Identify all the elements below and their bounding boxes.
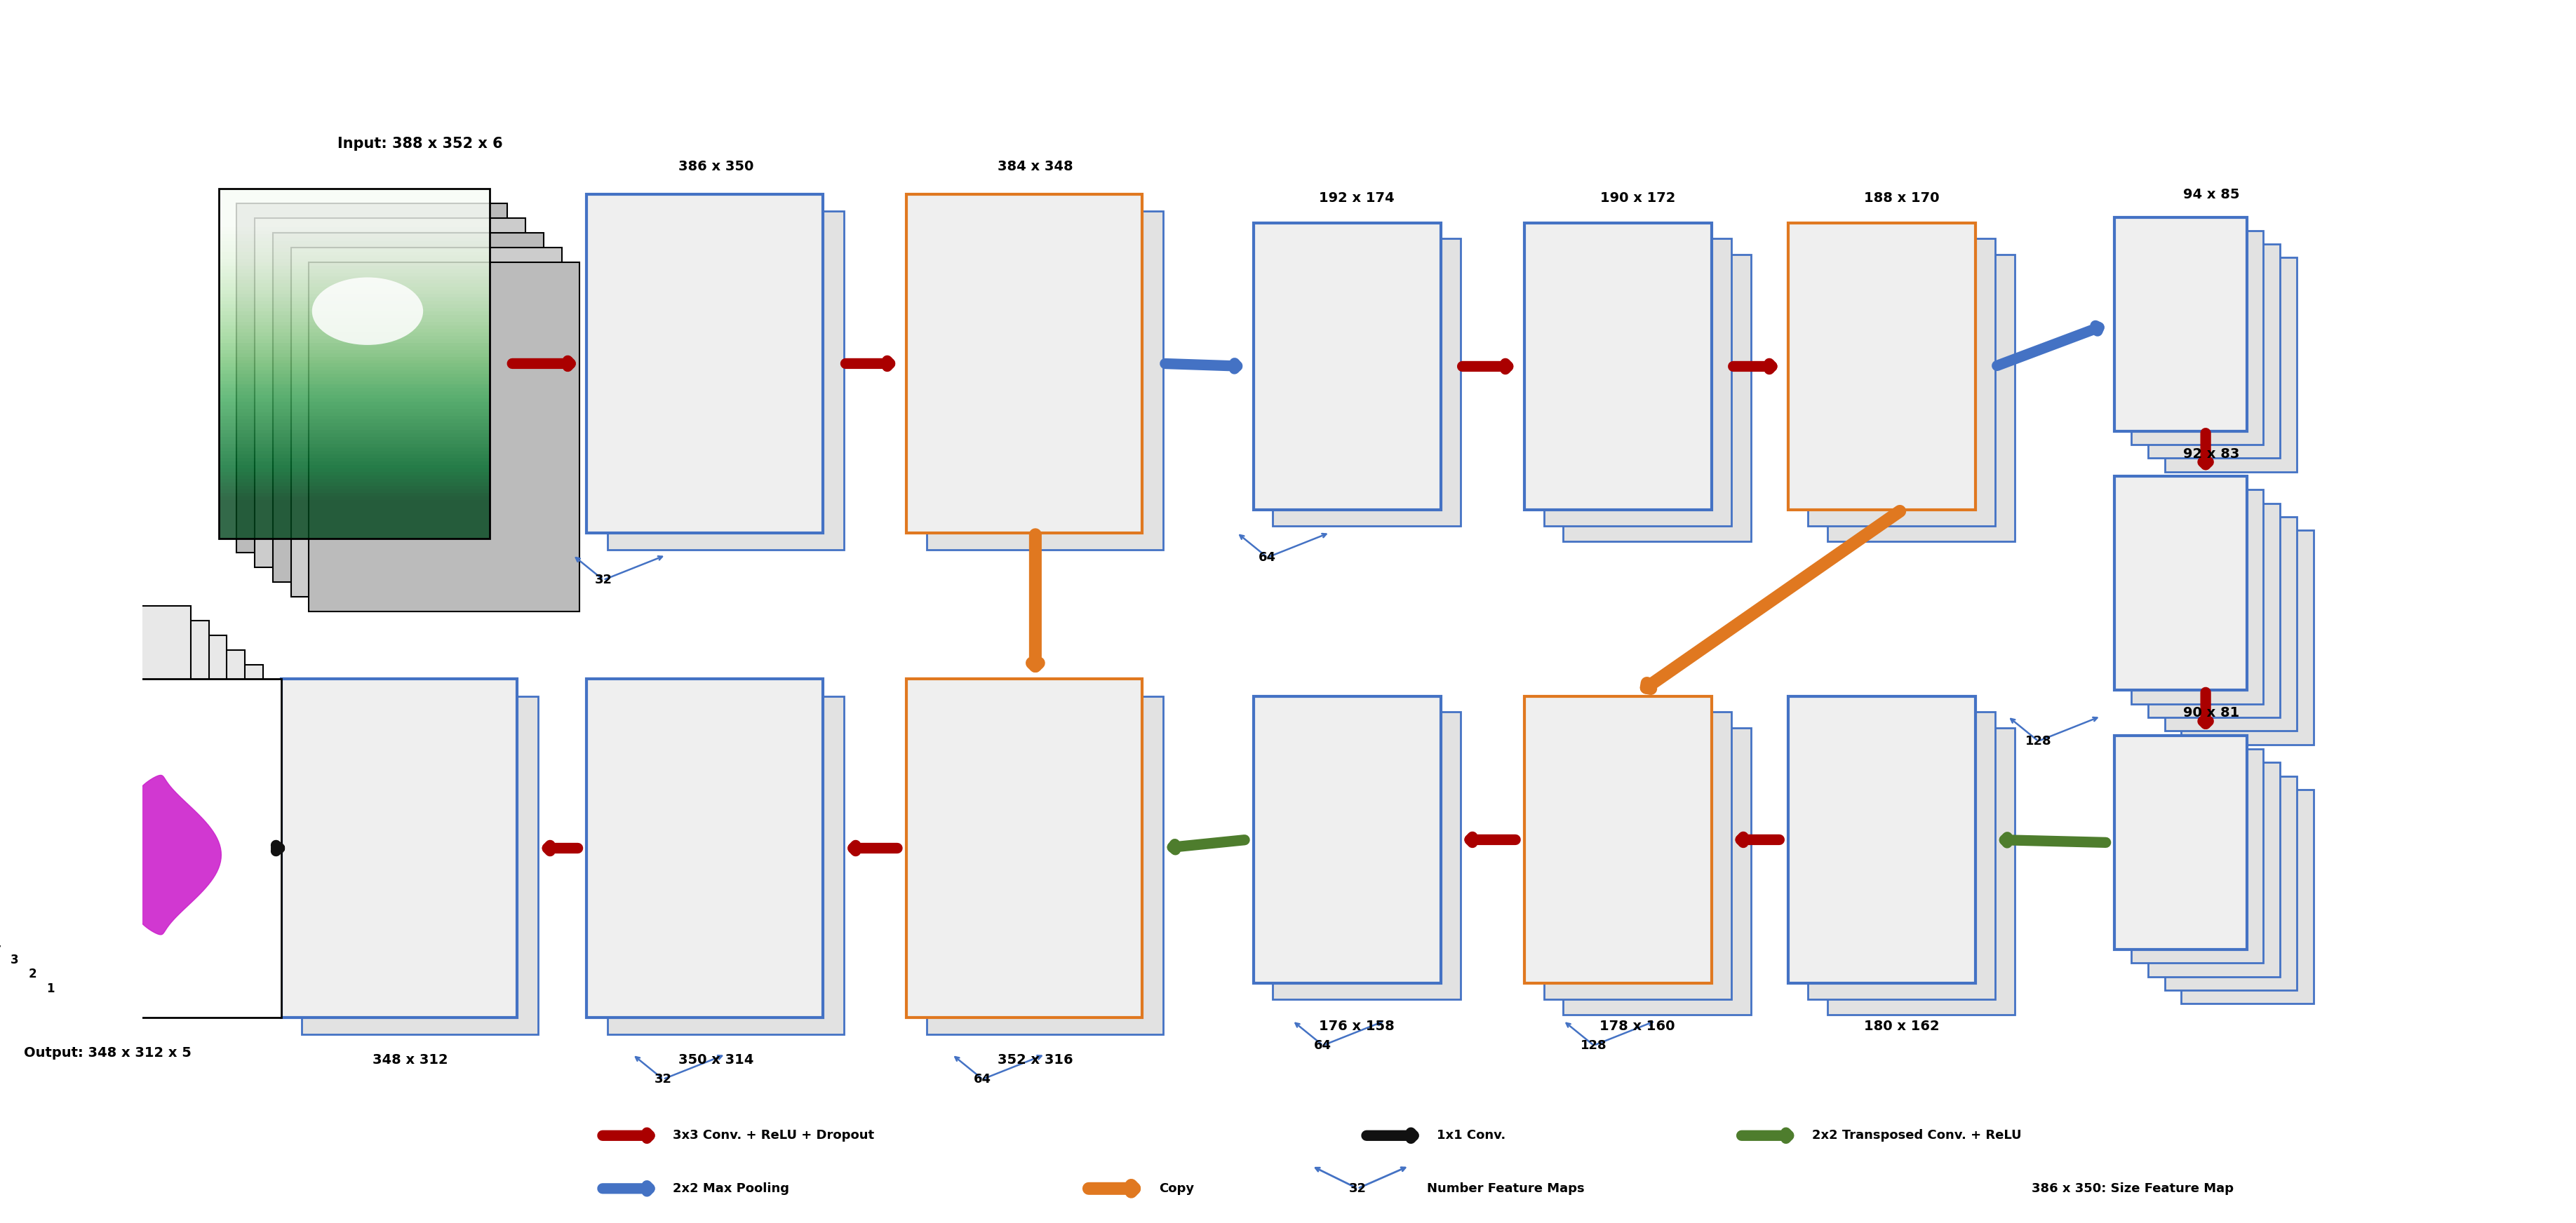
Bar — [2182, 531, 2313, 745]
Text: 32: 32 — [595, 574, 613, 586]
Text: 180 x 162: 180 x 162 — [1862, 1020, 1940, 1033]
Text: 32: 32 — [654, 1073, 672, 1086]
Bar — [49, 664, 263, 1003]
Text: 3: 3 — [10, 954, 18, 966]
Text: 348 x 312: 348 x 312 — [374, 1053, 448, 1066]
Bar — [2130, 748, 2264, 964]
Text: 64: 64 — [1314, 1040, 1332, 1052]
Text: 176 x 158: 176 x 158 — [1319, 1020, 1394, 1033]
Bar — [281, 679, 518, 1018]
Bar — [1808, 238, 1996, 526]
Bar — [0, 620, 209, 959]
Text: 386 x 350: 386 x 350 — [677, 160, 755, 172]
Bar — [2115, 216, 2246, 432]
Text: 64: 64 — [1260, 552, 1275, 564]
Bar — [1543, 238, 1731, 526]
Bar — [2148, 504, 2280, 718]
Bar — [907, 679, 1141, 1018]
Bar — [907, 194, 1141, 532]
Text: 128: 128 — [2025, 735, 2050, 747]
Text: 90 x 81: 90 x 81 — [2182, 706, 2239, 719]
Bar — [1525, 223, 1713, 510]
Ellipse shape — [312, 278, 422, 345]
Text: Output: 348 x 312 x 5: Output: 348 x 312 x 5 — [23, 1047, 191, 1060]
Bar — [219, 188, 489, 538]
Text: 1: 1 — [46, 983, 54, 996]
Bar — [1543, 712, 1731, 999]
Bar — [237, 203, 507, 553]
Bar — [13, 635, 227, 974]
Text: 64: 64 — [974, 1073, 992, 1086]
Bar — [927, 212, 1164, 549]
Text: 352 x 316: 352 x 316 — [997, 1053, 1074, 1066]
Bar — [255, 218, 526, 567]
Bar — [1808, 712, 1996, 999]
Text: 188 x 170: 188 x 170 — [1865, 191, 1940, 204]
Bar — [309, 262, 580, 612]
Text: 192 x 174: 192 x 174 — [1319, 191, 1394, 204]
Bar — [587, 194, 822, 532]
Bar — [1788, 223, 1976, 510]
Bar — [2130, 231, 2264, 445]
Bar — [608, 212, 845, 549]
Bar — [2148, 245, 2280, 459]
Bar — [1255, 696, 1440, 983]
Bar — [291, 247, 562, 597]
Bar — [2148, 762, 2280, 977]
Bar — [1564, 254, 1752, 542]
Polygon shape — [75, 775, 222, 934]
Bar — [1255, 223, 1440, 510]
Text: 128: 128 — [1582, 1040, 1607, 1052]
Text: Number Feature Maps: Number Feature Maps — [1427, 1183, 1584, 1195]
Text: 1x1 Conv.: 1x1 Conv. — [1437, 1129, 1507, 1142]
Text: 384 x 348: 384 x 348 — [997, 160, 1074, 172]
Bar — [927, 696, 1164, 1035]
Text: 190 x 172: 190 x 172 — [1600, 191, 1674, 204]
Text: 350 x 314: 350 x 314 — [677, 1053, 755, 1066]
Bar — [0, 605, 191, 944]
Bar — [67, 679, 281, 1018]
Text: 386 x 350: Size Feature Map: 386 x 350: Size Feature Map — [2032, 1183, 2233, 1195]
Text: 3x3 Conv. + ReLU + Dropout: 3x3 Conv. + ReLU + Dropout — [672, 1129, 873, 1142]
Bar — [1564, 728, 1752, 1015]
Bar — [1525, 696, 1713, 983]
Bar — [2164, 258, 2298, 472]
Bar — [2164, 517, 2298, 731]
Bar — [31, 649, 245, 988]
Text: Input: 388 x 352 x 6: Input: 388 x 352 x 6 — [337, 137, 502, 150]
Bar — [2115, 476, 2246, 691]
Text: 2: 2 — [28, 969, 36, 981]
Text: 94 x 85: 94 x 85 — [2182, 188, 2239, 201]
Text: 178 x 160: 178 x 160 — [1600, 1020, 1674, 1033]
Bar — [273, 232, 544, 582]
Text: 92 x 83: 92 x 83 — [2182, 448, 2239, 460]
Text: 2x2 Max Pooling: 2x2 Max Pooling — [672, 1183, 788, 1195]
Text: Copy: Copy — [1159, 1183, 1195, 1195]
Bar — [2164, 777, 2298, 991]
Bar — [2130, 489, 2264, 704]
Bar — [587, 679, 822, 1018]
Text: 32: 32 — [1350, 1183, 1365, 1195]
Bar — [1826, 254, 2014, 542]
Bar — [608, 696, 845, 1035]
Text: 2x2 Transposed Conv. + ReLU: 2x2 Transposed Conv. + ReLU — [1811, 1129, 2022, 1142]
Bar — [1273, 238, 1461, 526]
Bar — [1788, 696, 1976, 983]
Bar — [2115, 735, 2246, 949]
Bar — [2182, 790, 2313, 1004]
Bar — [301, 696, 538, 1035]
Bar — [1273, 712, 1461, 999]
Bar — [1826, 728, 2014, 1015]
